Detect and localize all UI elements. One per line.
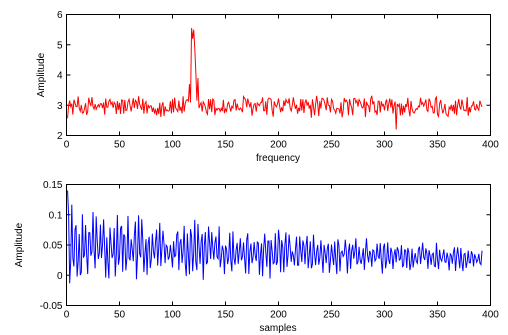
x-tick-label: 300: [376, 310, 393, 321]
x-tick-label: 150: [217, 140, 234, 151]
y-tick-label: 4: [57, 71, 63, 82]
x-tick-label: 350: [429, 140, 446, 151]
x-tick-label: 200: [270, 140, 287, 151]
x-tick-label: 100: [164, 310, 181, 321]
y-tick-label: 5: [57, 40, 63, 51]
y-tick-label: 0.05: [43, 241, 63, 252]
x-tick-label: 0: [64, 310, 70, 321]
x-tick-label: 400: [482, 310, 499, 321]
y-tick-label: 2: [57, 131, 63, 142]
x-tick-label: 300: [376, 140, 393, 151]
x-tick-label: 250: [323, 140, 340, 151]
ticks-top: 0 50 100 150 200 250 300 350 400 2 3 4 5 6: [57, 10, 499, 151]
x-tick-label: 50: [114, 140, 126, 151]
xlabel-bottom: samples: [259, 323, 296, 334]
series-line-frequency: [67, 28, 483, 130]
x-tick-label: 200: [270, 310, 287, 321]
y-tick-label: 0.15: [43, 180, 63, 191]
x-tick-label: 350: [429, 310, 446, 321]
x-tick-label: 400: [482, 140, 499, 151]
x-tick-label: 250: [323, 310, 340, 321]
y-tick-label: 3: [57, 101, 63, 112]
x-tick-label: 50: [114, 310, 126, 321]
x-tick-label: 150: [217, 310, 234, 321]
y-tick-label: 0: [57, 271, 63, 282]
series-line-samples: [67, 190, 483, 284]
plot-frame-top: [66, 14, 491, 136]
xlabel-top: frequency: [256, 153, 300, 164]
x-tick-label: 100: [164, 140, 181, 151]
y-tick-label: 6: [57, 10, 63, 21]
panel-samples: 0 50 100 150 200 250 300 350 400-0.0500.050.10.1…: [14, 180, 499, 334]
ylabel-top: Amplitude: [36, 52, 47, 97]
ticks-bottom: 0 50 100 150 200 250 300 350 400-0.0500.050.10.1…: [40, 180, 500, 321]
y-tick-label: 0.1: [49, 210, 63, 221]
plot-frame-bottom: [66, 184, 491, 306]
ylabel-bottom: Amplitude: [14, 222, 25, 267]
y-tick-label: -0.05: [40, 301, 63, 312]
x-tick-label: 0: [64, 140, 70, 151]
